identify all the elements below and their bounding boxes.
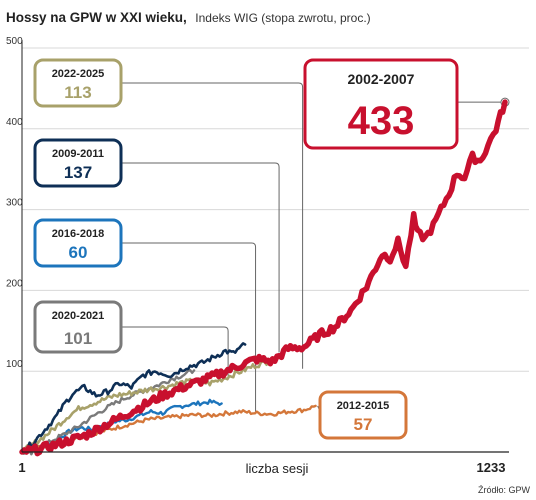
series-label-box-2002-2007: 2002-2007 433 [303, 58, 459, 150]
series-name-label: 2016-2018 [52, 228, 105, 240]
series-return-label: 101 [64, 329, 92, 348]
label-box-frame [33, 138, 123, 188]
series-lines [19, 99, 508, 457]
series-return-label: 113 [64, 83, 91, 102]
label-box-frame [33, 58, 123, 108]
series-line-2022-2025 [20, 359, 270, 455]
y-tick-label: 100 [6, 359, 23, 370]
label-box-frame [318, 390, 408, 440]
x-axis-label: liczba sesji [246, 461, 309, 476]
series-return-label: 137 [64, 163, 92, 182]
series-name-label: 2009-2011 [52, 148, 104, 160]
leader-line-2020-2021 [121, 326, 229, 379]
series-label-box-2020-2021: 2020-2021 101 [33, 300, 123, 354]
chart-title: Hossy na GPW w XXI wieku, Indeks WIG (st… [6, 9, 371, 26]
source-note: Źródło: GPW [478, 485, 531, 495]
chart-subtitle: Indeks WIG (stopa zwrotu, proc.) [195, 11, 370, 25]
series-name-label: 2002-2007 [348, 71, 415, 87]
series-labels: 2002-2007 433 2009-2011 137 2016-2018 60 2020-… [33, 58, 459, 440]
series-return-label: 60 [69, 243, 88, 262]
y-tick-label: 400 [6, 117, 23, 128]
leader-line-2009-2011 [121, 162, 280, 353]
series-label-box-2012-2015: 2012-2015 57 [318, 390, 408, 440]
series-name-label: 2022-2025 [52, 68, 105, 80]
chart-title-main: Hossy na GPW w XXI wieku, [6, 10, 187, 25]
y-axis-ticks: 100 200 300 400 500 [6, 36, 23, 370]
x-tick-label: 1233 [477, 460, 506, 475]
leader-line-2022-2025 [121, 82, 304, 369]
series-line-2009-2011 [20, 342, 247, 455]
label-box-frame [303, 58, 459, 150]
label-box-frame [33, 300, 123, 354]
x-tick-label: 1 [18, 460, 25, 475]
series-name-label: 2012-2015 [337, 400, 390, 412]
series-label-box-2016-2018: 2016-2018 60 [33, 218, 123, 268]
y-tick-label: 300 [6, 198, 23, 209]
leader-line-2016-2018 [121, 242, 257, 412]
series-label-box-2022-2025: 2022-2025 113 [33, 58, 123, 108]
series-return-label: 433 [348, 99, 415, 143]
series-line-2020-2021 [20, 369, 196, 456]
series-line-2002-2007 [19, 99, 508, 457]
label-box-frame [33, 218, 123, 268]
x-axis: 1 1233 [18, 40, 509, 475]
series-return-label: 57 [354, 415, 373, 434]
y-tick-label: 200 [6, 278, 23, 289]
series-name-label: 2020-2021 [52, 310, 105, 322]
y-tick-label: 500 [6, 36, 23, 47]
series-label-box-2009-2011: 2009-2011 137 [33, 138, 123, 188]
